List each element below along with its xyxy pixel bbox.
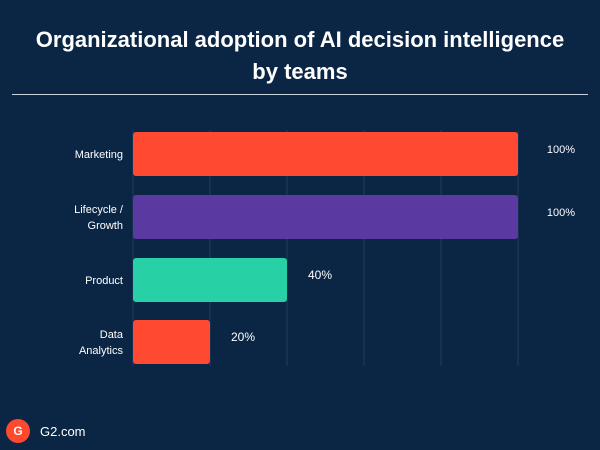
data-label: 20% xyxy=(231,330,255,344)
category-label: Marketing xyxy=(75,149,123,161)
g2-logo-icon: G xyxy=(6,419,30,443)
category-label: Data Analytics xyxy=(79,329,124,357)
data-label: 40% xyxy=(308,268,332,282)
bar xyxy=(133,320,210,364)
category-label: Lifecycle / Growth xyxy=(74,204,124,232)
bar xyxy=(133,132,518,176)
data-label: 100% xyxy=(547,144,575,156)
chart-title: Organizational adoption of AI decision i… xyxy=(35,27,565,84)
title-divider xyxy=(12,94,588,95)
category-label: Product xyxy=(85,275,123,287)
bar xyxy=(133,195,518,239)
bar xyxy=(133,258,287,302)
footer: G G2.com xyxy=(6,418,86,444)
data-label: 100% xyxy=(547,207,575,219)
footer-site: G2.com xyxy=(40,423,86,439)
